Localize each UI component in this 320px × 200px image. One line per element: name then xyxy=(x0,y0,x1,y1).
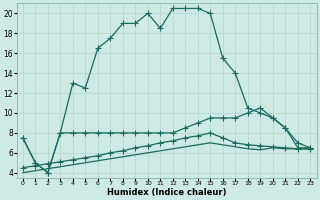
X-axis label: Humidex (Indice chaleur): Humidex (Indice chaleur) xyxy=(107,188,226,197)
